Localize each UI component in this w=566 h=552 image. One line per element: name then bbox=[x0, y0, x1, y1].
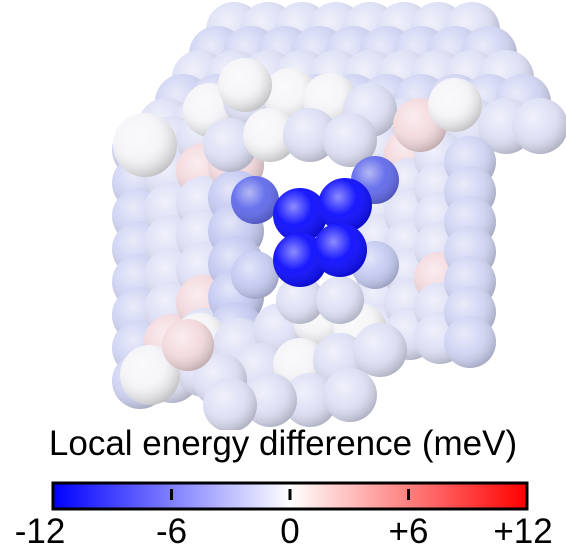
atom-shading bbox=[231, 251, 279, 299]
atom-shading bbox=[263, 68, 317, 122]
colorbar-ticks bbox=[170, 489, 410, 500]
colorbar-tick-label: -12 bbox=[14, 512, 66, 551]
atom-shading bbox=[276, 276, 324, 324]
colorbar-title: Local energy difference (meV) bbox=[48, 424, 518, 463]
atomic-cluster-render bbox=[112, 2, 566, 430]
colorbar bbox=[51, 481, 529, 511]
atom-shading bbox=[323, 113, 377, 167]
atom-shading bbox=[313, 223, 367, 277]
atom-shading bbox=[218, 58, 272, 112]
colorbar-tick-label: +6 bbox=[388, 512, 429, 551]
atom-spheres bbox=[112, 2, 566, 430]
atom-shading bbox=[428, 78, 482, 132]
atom-shading bbox=[243, 108, 297, 162]
atom-shading bbox=[162, 319, 214, 371]
atom-shading bbox=[120, 345, 180, 405]
atom-shading bbox=[231, 176, 279, 224]
atom-shading bbox=[318, 178, 372, 232]
atom-shading bbox=[283, 373, 337, 427]
colorbar-tick-label: +12 bbox=[493, 512, 553, 551]
atom-shading bbox=[243, 373, 297, 427]
atom-shading bbox=[323, 368, 377, 422]
colorbar-tick-label: 0 bbox=[280, 512, 300, 551]
colorbar-tick-label: -6 bbox=[155, 512, 188, 551]
atom-shading bbox=[512, 98, 566, 154]
atom-shading bbox=[113, 113, 177, 177]
atom-shading bbox=[444, 316, 496, 368]
atom-shading bbox=[283, 108, 337, 162]
atom-shading bbox=[203, 378, 257, 430]
atom-shading bbox=[353, 323, 407, 377]
atom-shading bbox=[273, 188, 327, 242]
atom-shading bbox=[316, 276, 364, 324]
